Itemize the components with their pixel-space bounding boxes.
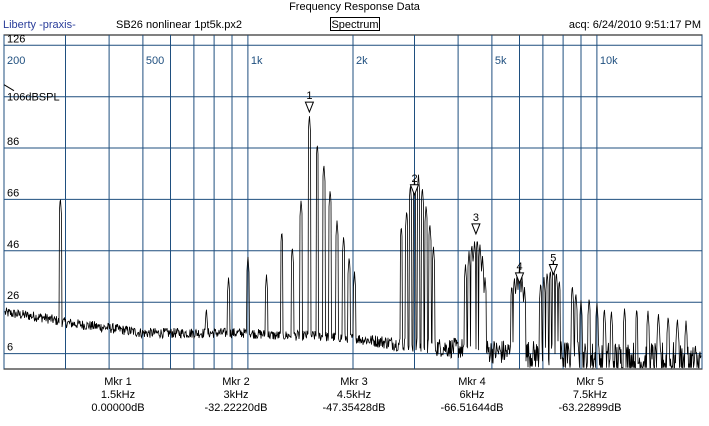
spectrum-trace	[4, 116, 702, 370]
y-tick-label: 66	[7, 187, 19, 199]
reference-level-label: 106dBSPL	[7, 92, 60, 104]
marker-readout-freq: 3kHz	[223, 389, 249, 401]
marker-readout-1: Mkr 1 1.5kHz 0.00000dB	[63, 376, 173, 415]
marker-readout-name: Mkr 1	[104, 376, 132, 388]
marker-4-label: 4	[516, 261, 522, 273]
marker-readout-name: Mkr 4	[458, 376, 486, 388]
y-tick-label: 26	[7, 290, 19, 302]
marker-readout-freq: 6kHz	[459, 389, 485, 401]
marker-readout-3: Mkr 3 4.5kHz -47.35428dB	[299, 376, 409, 415]
page-title: Frequency Response Data	[289, 1, 420, 13]
spectrum-mode-button[interactable]: Spectrum	[330, 17, 380, 31]
marker-readout-name: Mkr 3	[340, 376, 368, 388]
y-tick-label: 6	[7, 342, 13, 354]
marker-5-triangle	[548, 263, 559, 276]
x-tick-label: 1k	[251, 55, 263, 67]
y-tick-label: 46	[7, 239, 19, 251]
marker-2-label: 2	[411, 173, 417, 185]
y-tick-label: 86	[7, 136, 19, 148]
marker-readout-4: Mkr 4 6kHz -66.51644dB	[417, 376, 527, 415]
marker-layer: 1 2 3 4 5	[304, 90, 559, 285]
marker-readout-freq: 7.5kHz	[572, 389, 608, 401]
x-tick-label: 10k	[600, 55, 618, 67]
reference-level-tick	[3, 84, 15, 92]
marker-1-triangle	[304, 101, 315, 114]
marker-readout-value: -32.22220dB	[204, 402, 268, 414]
x-tick-label: 500	[146, 55, 164, 67]
marker-4-triangle	[514, 272, 525, 285]
acquisition-time: acq: 6/24/2010 9:51:17 PM	[568, 19, 701, 31]
marker-readout-value: -66.51644dB	[440, 402, 504, 414]
marker-5-label: 5	[550, 253, 556, 265]
marker-readout-freq: 4.5kHz	[336, 389, 372, 401]
marker-readout-freq: 1.5kHz	[100, 389, 136, 401]
y-tick-label: 126	[7, 33, 25, 45]
marker-1-label: 1	[306, 90, 312, 102]
marker-3-label: 3	[473, 212, 479, 224]
app-name-label: Liberty -praxis-	[3, 19, 76, 31]
marker-readout-value: 0.00000dB	[91, 402, 145, 414]
marker-readout-value: -47.35428dB	[322, 402, 386, 414]
x-tick-label: 2k	[356, 55, 368, 67]
tick-labels: 200 500 1k 2k 5k 10k 126 86 66 46 26 6 106dBSPL	[3, 33, 618, 354]
spectrum-trace-line	[4, 116, 702, 370]
file-name-label: SB26 nonlinear 1pt5k.px2	[116, 19, 242, 31]
marker-readout-2: Mkr 2 3kHz -32.22220dB	[181, 376, 291, 415]
marker-readout-value: -63.22899dB	[558, 402, 622, 414]
marker-readout-name: Mkr 5	[576, 376, 604, 388]
x-tick-label: 200	[7, 55, 25, 67]
marker-readout-name: Mkr 2	[222, 376, 250, 388]
marker-2-triangle	[409, 184, 420, 197]
marker-3-triangle	[471, 223, 481, 236]
marker-readout-5: Mkr 5 7.5kHz -63.22899dB	[535, 376, 645, 415]
x-tick-label: 5k	[495, 55, 507, 67]
